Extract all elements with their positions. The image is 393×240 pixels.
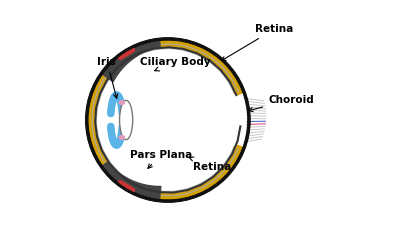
- Ellipse shape: [119, 101, 125, 104]
- Polygon shape: [103, 41, 160, 82]
- Text: Choroid: Choroid: [249, 95, 314, 112]
- Text: Retina: Retina: [221, 24, 293, 61]
- Ellipse shape: [119, 136, 125, 139]
- Circle shape: [87, 39, 249, 201]
- Polygon shape: [88, 40, 243, 200]
- Text: Retina: Retina: [189, 157, 231, 172]
- Text: Ciliary Body: Ciliary Body: [140, 57, 211, 71]
- Ellipse shape: [119, 100, 133, 140]
- Polygon shape: [103, 162, 161, 199]
- Text: Iris: Iris: [97, 57, 118, 98]
- Text: Pars Plana: Pars Plana: [130, 150, 192, 168]
